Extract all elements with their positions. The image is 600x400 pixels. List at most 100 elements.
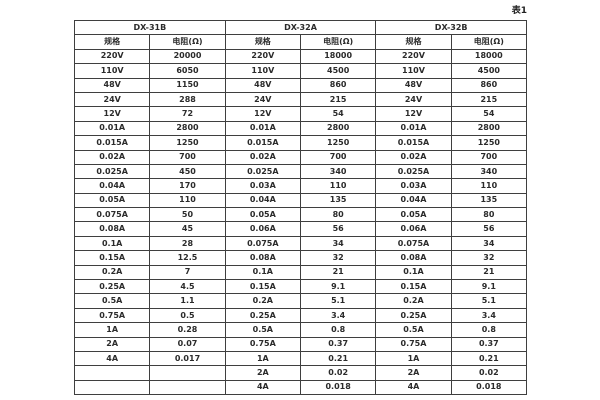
resistance-cell: 170 [149, 178, 226, 194]
resistance-cell: 56 [299, 221, 377, 237]
table-row: 0.015A 1250 0.015A 1250 0.015A 1250 [73, 135, 528, 151]
spec-cell: 0.02A [224, 149, 301, 165]
table-row: 0.04A 170 0.03A 110 0.03A 110 [73, 178, 528, 194]
resistance-cell: 54 [299, 106, 377, 122]
resistance-cell: 215 [299, 91, 377, 108]
spec-cell: 24V [73, 91, 151, 108]
spec-cell: 2A [375, 365, 452, 381]
spec-cell: 0.5A [73, 293, 151, 309]
table-row: 0.15A 12.5 0.08A 32 0.08A 32 [73, 250, 528, 266]
spec-cell: 0.04A [224, 192, 301, 209]
spec-cell: 0.08A [224, 250, 301, 266]
spec-cell: 0.075A [375, 235, 452, 252]
group-header-dx-32b: DX-32B [375, 19, 527, 36]
spec-cell: 0.015A [375, 135, 452, 151]
table-row: 2A 0.02 2A 0.02 [73, 365, 528, 381]
spec-cell [73, 379, 151, 396]
group-header-row: DX-31B DX-32A DX-32B [74, 19, 527, 36]
spec-cell: 2A [73, 336, 151, 352]
spec-cell: 12V [73, 106, 151, 122]
resistance-cell: 0.37 [299, 336, 377, 352]
resistance-cell: 0.21 [299, 350, 377, 367]
table-row: 0.01A 2800 0.01A 2800 0.01A 2800 [73, 120, 528, 137]
spec-cell: 110V [73, 63, 151, 79]
column-header-spec: 规格 [73, 34, 151, 50]
spec-cell: 0.25A [73, 279, 151, 295]
resistance-cell: 1250 [299, 135, 377, 151]
resistance-cell: 2800 [299, 120, 377, 137]
spec-cell: 0.15A [73, 250, 151, 266]
table-row: 2A 0.07 0.75A 0.37 0.75A 0.37 [73, 336, 528, 352]
resistance-cell: 2800 [450, 120, 528, 137]
table-row: 4A 0.017 1A 0.21 1A 0.21 [73, 350, 528, 367]
resistance-cell: 54 [450, 106, 528, 122]
resistance-cell: 18000 [450, 48, 528, 65]
spec-cell: 0.08A [73, 221, 151, 237]
column-header-row: 规格 电阻(Ω) 规格 电阻(Ω) 规格 电阻(Ω) [73, 34, 528, 50]
column-header-spec: 规格 [224, 34, 301, 50]
resistance-cell: 0.02 [450, 365, 528, 381]
resistance-cell: 110 [450, 178, 528, 194]
resistance-cell: 4.5 [149, 279, 226, 295]
resistance-cell: 21 [450, 264, 528, 281]
resistance-cell: 340 [450, 163, 528, 180]
table-row: 48V 1150 48V 860 48V 860 [73, 77, 528, 93]
spec-cell: 4A [224, 379, 301, 396]
spec-cell: 0.5A [375, 322, 452, 338]
resistance-cell: 72 [149, 106, 226, 122]
resistance-cell: 450 [149, 163, 226, 180]
resistance-cell: 3.4 [450, 307, 528, 324]
group-header-dx-32a: DX-32A [224, 19, 377, 36]
resistance-cell: 340 [299, 163, 377, 180]
resistance-cell: 0.02 [299, 365, 377, 381]
resistance-cell: 0.5 [149, 307, 226, 324]
spec-cell: 0.06A [375, 221, 452, 237]
spec-cell: 0.04A [375, 192, 452, 209]
resistance-cell: 110 [299, 178, 377, 194]
column-header-resistance: 电阻(Ω) [299, 34, 377, 50]
resistance-cell: 45 [149, 221, 226, 237]
resistance-cell: 0.017 [149, 350, 226, 367]
spec-cell: 0.1A [73, 235, 151, 252]
spec-cell: 0.5A [224, 322, 301, 338]
spec-cell: 0.025A [73, 163, 151, 180]
resistance-cell: 860 [299, 77, 377, 93]
spec-cell: 220V [375, 48, 452, 65]
spec-cell: 1A [375, 350, 452, 367]
resistance-cell: 50 [149, 207, 226, 223]
resistance-cell: 9.1 [299, 279, 377, 295]
table-row: 0.5A 1.1 0.2A 5.1 0.2A 5.1 [73, 293, 528, 309]
resistance-cell: 700 [149, 149, 226, 165]
spec-cell: 0.05A [73, 192, 151, 209]
spec-cell: 48V [375, 77, 452, 93]
spec-cell: 0.015A [73, 135, 151, 151]
resistance-cell: 56 [450, 221, 528, 237]
spec-cell: 110V [224, 63, 301, 79]
resistance-cell: 0.8 [299, 322, 377, 338]
spec-cell: 0.25A [375, 307, 452, 324]
table-row: 0.075A 50 0.05A 80 0.05A 80 [73, 207, 528, 223]
spec-cell: 0.2A [73, 264, 151, 281]
resistance-cell: 34 [299, 235, 377, 252]
resistance-cell: 20000 [149, 48, 226, 65]
resistance-cell: 0.8 [450, 322, 528, 338]
resistance-cell: 1250 [149, 135, 226, 151]
resistance-cell: 4500 [450, 63, 528, 79]
resistance-cell: 9.1 [450, 279, 528, 295]
spec-cell: 48V [73, 77, 151, 93]
table-row: 0.25A 4.5 0.15A 9.1 0.15A 9.1 [73, 279, 528, 295]
spec-cell: 4A [375, 379, 452, 396]
column-header-spec: 规格 [375, 34, 452, 50]
resistance-cell: 80 [450, 207, 528, 223]
resistance-cell: 0.37 [450, 336, 528, 352]
spec-cell: 0.01A [375, 120, 452, 137]
spec-cell: 110V [375, 63, 452, 79]
resistance-cell: 860 [450, 77, 528, 93]
table-row: 220V 20000 220V 18000 220V 18000 [73, 48, 528, 65]
column-header-resistance: 电阻(Ω) [450, 34, 528, 50]
resistance-cell: 135 [299, 192, 377, 209]
spec-cell: 48V [224, 77, 301, 93]
table-caption: 表1 [511, 6, 527, 16]
spec-cell: 0.15A [375, 279, 452, 295]
spec-cell: 0.05A [375, 207, 452, 223]
